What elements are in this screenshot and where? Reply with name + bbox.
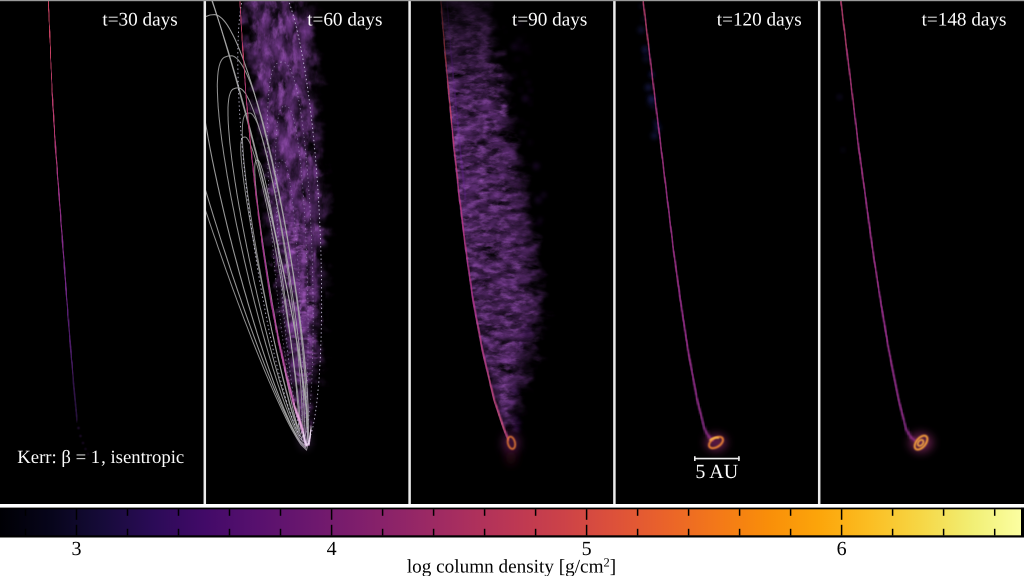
svg-text:t=30 days: t=30 days — [102, 10, 177, 31]
svg-text:5 AU: 5 AU — [695, 461, 738, 483]
svg-text:log column density [g/cm2]: log column density [g/cm2] — [407, 556, 616, 576]
svg-text:6: 6 — [837, 538, 847, 560]
svg-text:t=60 days: t=60 days — [307, 10, 382, 31]
svg-text:3: 3 — [72, 538, 82, 560]
svg-text:t=90 days: t=90 days — [512, 10, 587, 31]
svg-text:t=148 days: t=148 days — [922, 10, 1007, 31]
svg-text:4: 4 — [327, 538, 337, 560]
svg-text:t=120 days: t=120 days — [717, 10, 802, 31]
svg-text:Kerr: β = 1, isentropic: Kerr: β = 1, isentropic — [17, 447, 184, 468]
svg-text:5: 5 — [582, 538, 592, 560]
